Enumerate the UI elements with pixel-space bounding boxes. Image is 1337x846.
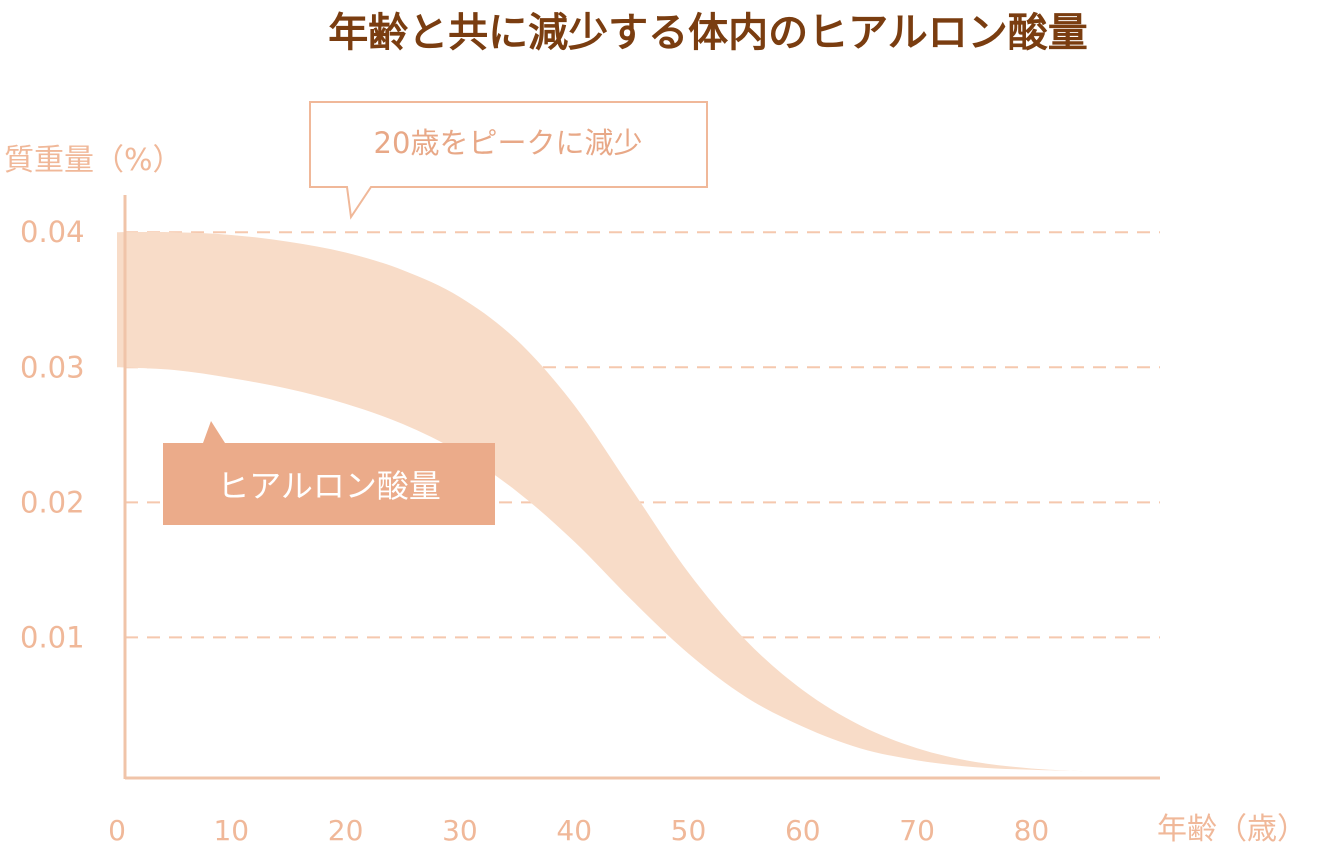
x-tick-label: 60 [785,814,821,846]
chart-title: 年齢と共に減少する体内のヒアルロン酸量 [328,9,1088,56]
y-tick-label: 0.02 [20,485,85,519]
x-tick-label: 0 [108,814,126,846]
x-axis-title: 年齢（歳） [1157,812,1307,846]
x-tick-label: 40 [556,814,592,846]
x-tick-label: 20 [328,814,364,846]
callout-box [309,101,708,220]
x-tick-label: 10 [213,814,249,846]
y-tick-label: 0.03 [20,350,85,384]
legend-label-box: ヒアルロン酸量 [163,421,495,525]
callout-text: 20歳をピークに減少 [374,126,643,160]
x-tick-label: 50 [671,814,707,846]
legend-box [163,421,495,525]
peak-annotation-callout: 20歳をピークに減少 [309,101,708,220]
legend-text: ヒアルロン酸量 [217,467,441,505]
y-axis-title: 質重量（%） [4,143,183,178]
x-ticks-layer: 0 10 20 30 40 50 60 70 80 [108,814,1049,846]
x-tick-label: 80 [1014,814,1050,846]
grid-layer [125,231,1160,639]
y-ticks-layer: 0.01 0.02 0.03 0.04 [20,215,85,654]
y-tick-label: 0.01 [20,620,85,654]
x-tick-label: 70 [899,814,935,846]
band-layer [117,232,1083,772]
hyaluronic-acid-band [117,232,1083,772]
x-tick-label: 30 [442,814,478,846]
y-tick-label: 0.04 [20,215,85,249]
